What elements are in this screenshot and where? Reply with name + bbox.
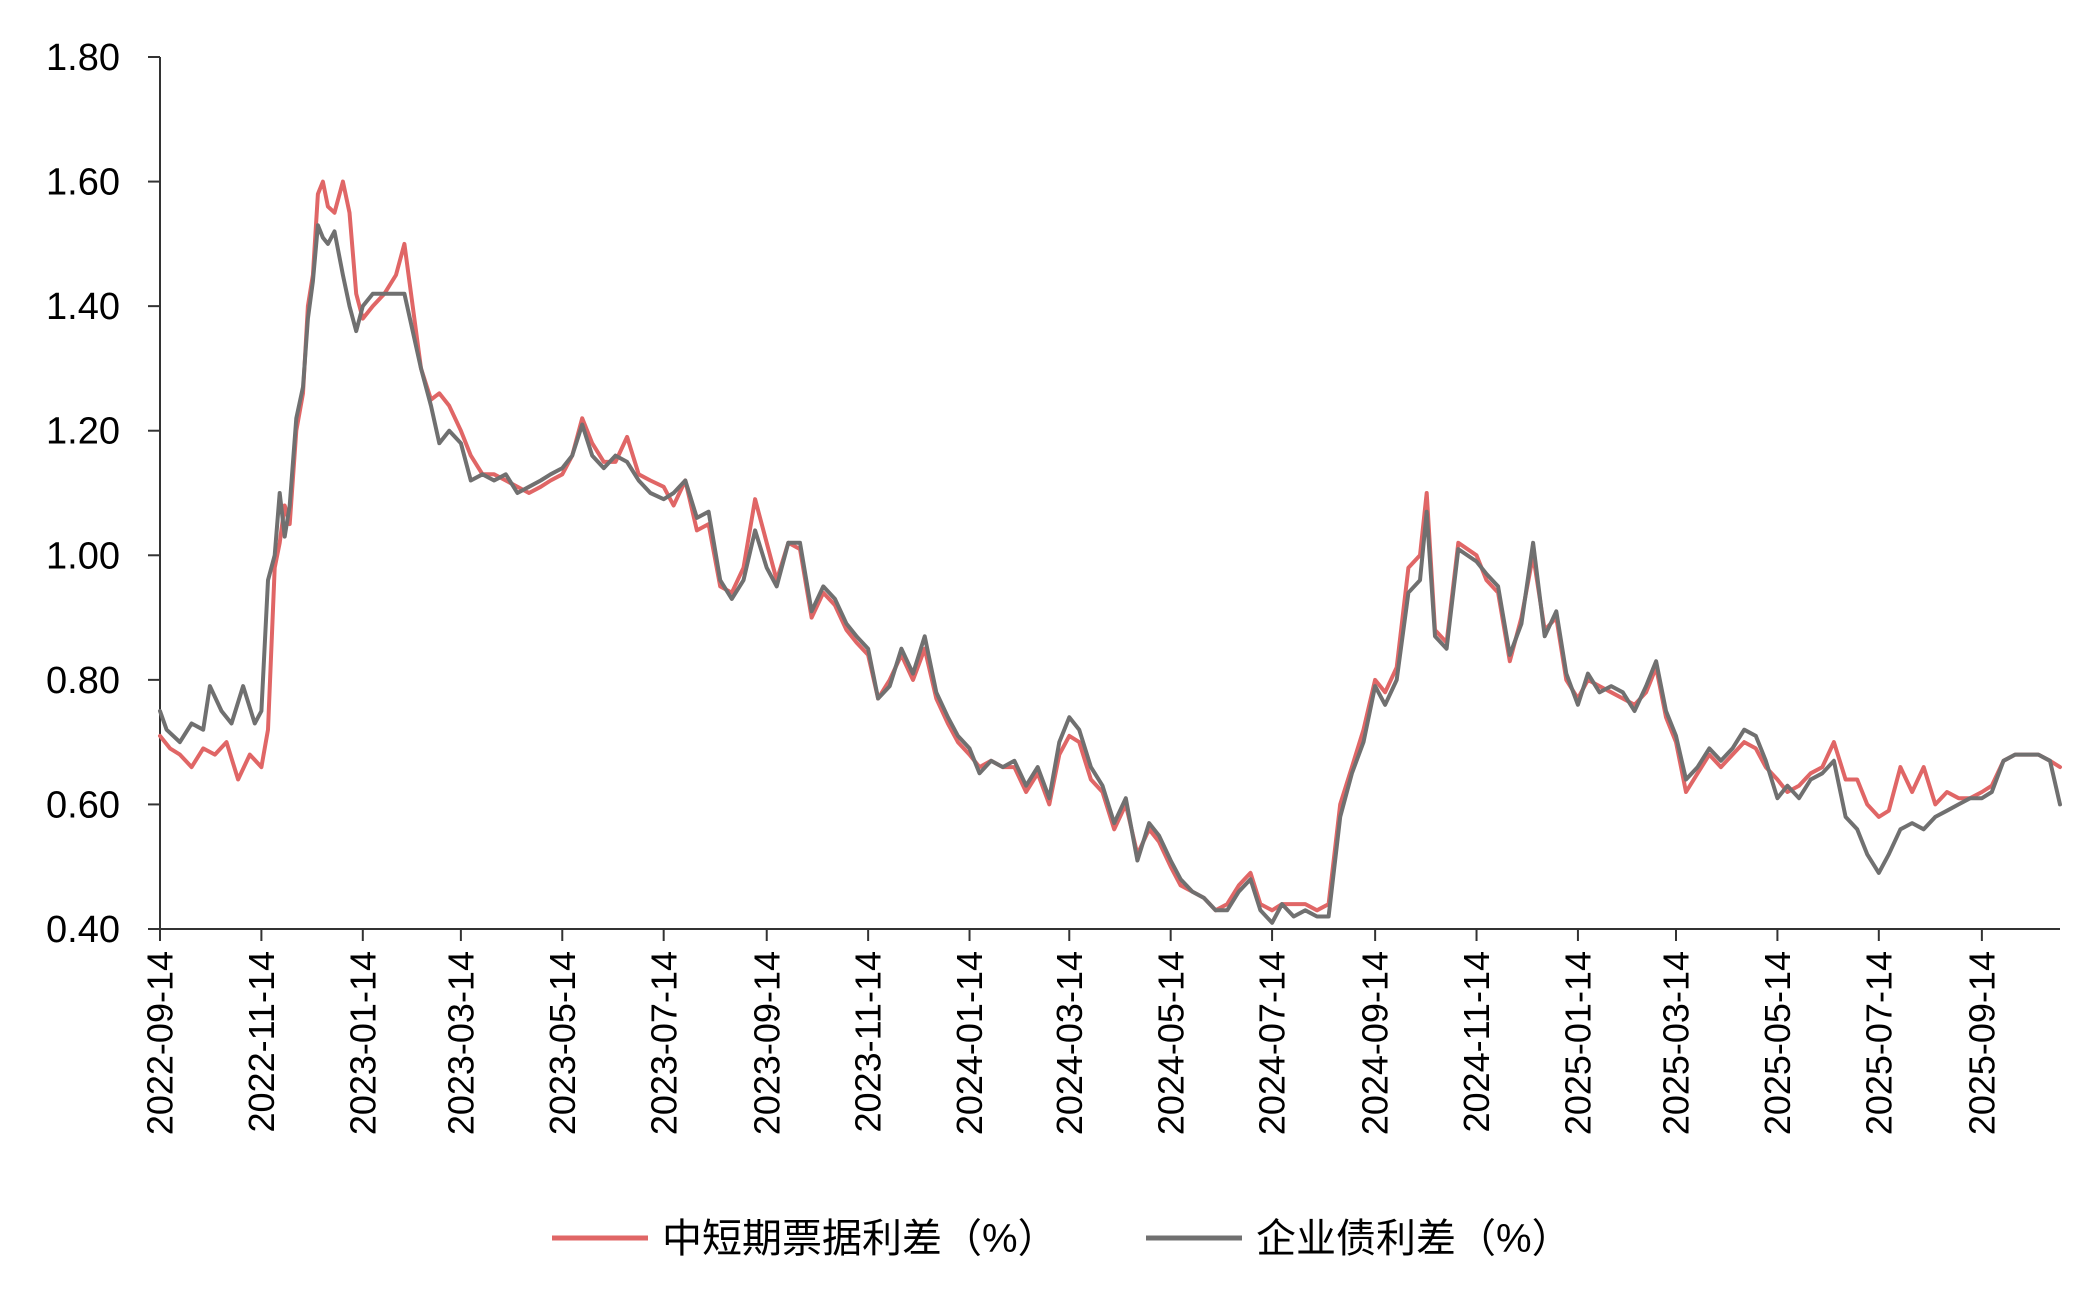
x-tick-label: 2023-11-14	[848, 951, 889, 1132]
x-tick-label: 2025-01-14	[1558, 951, 1599, 1135]
plot-lines	[158, 179, 2062, 925]
y-tick-label: 0.60	[46, 784, 120, 826]
y-tick-label: 1.60	[46, 162, 120, 204]
y-axis: 1.80 1.60 1.40 1.20 1.00 0.80 0.60 0.40	[46, 37, 161, 951]
legend-label-1: 中短期票据利差（%）	[662, 1217, 1058, 1261]
y-tick-label: 1.40	[46, 286, 120, 328]
x-axis: 2022-09-14 2022-11-14 2023-01-14 2023-03-14…	[140, 928, 2060, 1135]
y-tick-label: 0.80	[46, 660, 120, 702]
x-tick-label: 2023-01-14	[342, 951, 383, 1135]
legend: 中短期票据利差（%） 企业债利差（%）	[552, 1217, 1572, 1261]
x-tick-label: 2022-09-14	[140, 951, 181, 1135]
x-tick-label: 2023-09-14	[746, 951, 787, 1135]
legend-label-2: 企业债利差（%）	[1256, 1217, 1572, 1261]
x-tick-label: 2024-07-14	[1252, 951, 1293, 1135]
x-tick-label: 2024-11-14	[1456, 951, 1497, 1132]
x-tick-label: 2024-01-14	[949, 951, 990, 1135]
x-tick-label: 2025-05-14	[1757, 951, 1798, 1135]
x-tick-label: 2023-03-14	[440, 951, 481, 1135]
series-line-2	[158, 223, 2062, 925]
x-tick-label: 2024-05-14	[1150, 951, 1191, 1135]
y-tick-label: 1.80	[46, 37, 120, 79]
x-tick-label: 2024-03-14	[1049, 951, 1090, 1135]
x-tick-label: 2025-07-14	[1858, 951, 1899, 1135]
series-line-1	[158, 179, 2062, 913]
x-tick-label: 2025-09-14	[1961, 951, 2002, 1135]
y-tick-label: 0.40	[46, 909, 120, 951]
x-tick-label: 2023-05-14	[542, 951, 583, 1135]
x-tick-label: 2023-07-14	[643, 951, 684, 1135]
y-tick-label: 1.00	[46, 535, 120, 577]
x-tick-label: 2022-11-14	[241, 951, 282, 1132]
x-tick-label: 2024-09-14	[1355, 951, 1396, 1135]
x-tick-label: 2025-03-14	[1656, 951, 1697, 1135]
y-tick-label: 1.20	[46, 411, 120, 453]
